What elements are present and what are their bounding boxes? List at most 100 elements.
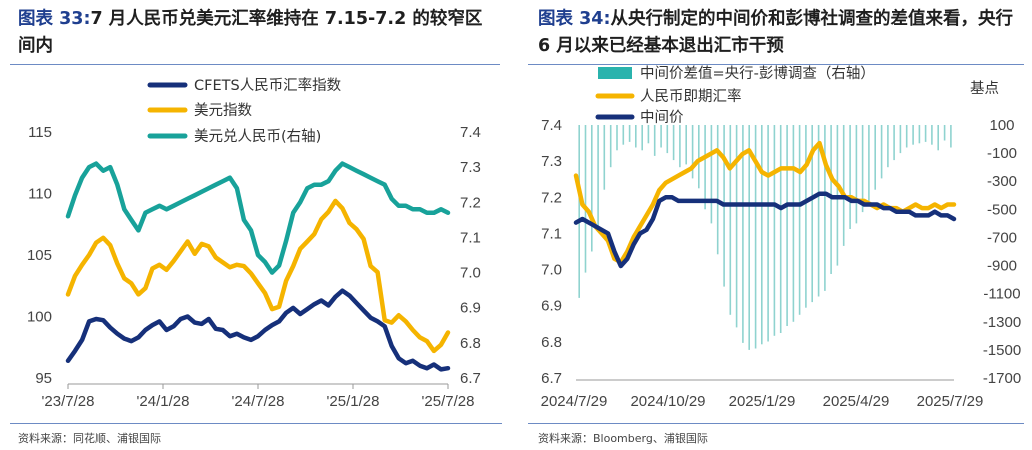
- figure-34-label: 图表 34:: [538, 9, 611, 29]
- legend-swatch-0: [598, 67, 632, 79]
- diff-bar: [830, 125, 832, 274]
- diff-bar: [868, 125, 870, 201]
- x-tick-label: '24/1/28: [137, 393, 190, 410]
- y-left-tick-label: 6.7: [541, 370, 562, 387]
- diff-bar: [767, 125, 769, 342]
- figure-33: 图表 33:7 月人民币兑美元汇率维持在 7.15-7.2 的较窄区间内 95 1…: [0, 0, 506, 450]
- diff-bar: [924, 125, 927, 142]
- y-right-tick-label: 6.8: [460, 335, 481, 352]
- figure-34: 图表 34:从央行制定的中间价和彭博社调查的差值来看，央行 6 月以来已经基本退…: [518, 0, 1032, 450]
- source-divider: [528, 423, 1024, 424]
- diff-bar: [779, 125, 782, 333]
- chart-34: 基点 6.7 6.8 6.9 7.0 7.1 7.2 7.3 7.4 100 -100 -300 -50…: [541, 65, 1022, 410]
- y-right-tick-label: 7.0: [460, 265, 481, 282]
- diff-bar: [805, 125, 807, 308]
- diff-bar: [817, 125, 820, 297]
- diff-bar: [754, 125, 757, 349]
- y-right-tick-label: 7.2: [460, 194, 481, 211]
- diff-bar: [874, 125, 876, 190]
- x-tick-label: '25/1/28: [327, 393, 380, 410]
- diff-bar: [855, 125, 858, 224]
- figure-33-title-text: 7 月人民币兑美元汇率维持在 7.15-7.2 的较窄区间内: [18, 9, 483, 56]
- diff-bar: [861, 125, 864, 213]
- right-axis-unit-label: 基点: [970, 80, 999, 97]
- figure-33-title: 图表 33:7 月人民币兑美元汇率维持在 7.15-7.2 的较窄区间内: [18, 6, 498, 60]
- diff-bar: [679, 125, 681, 168]
- diff-bar: [647, 125, 650, 144]
- diff-bar: [735, 125, 738, 328]
- diff-bar: [628, 125, 631, 142]
- y-right-tick-label: 7.1: [460, 229, 481, 246]
- y-right-tick-label: 100: [989, 117, 1014, 134]
- diff-bar: [842, 125, 845, 246]
- y-right-tick-label: -300: [987, 173, 1017, 190]
- y-right-tick-label: -900: [987, 258, 1017, 275]
- diff-bar: [704, 125, 706, 210]
- y-left-tick-label: 7.3: [541, 153, 562, 170]
- y-left-tick-label: 95: [35, 370, 52, 387]
- series-line-0: [65, 288, 451, 372]
- diff-bar: [950, 125, 952, 148]
- diff-bar: [918, 125, 921, 144]
- y-right-tick-label: 6.7: [460, 370, 481, 387]
- y-left-tick-label: 110: [28, 186, 52, 203]
- y-left-tick-label: 7.0: [541, 262, 562, 279]
- y-right-tick-label: 6.9: [460, 300, 481, 317]
- diff-bar: [742, 125, 744, 343]
- figure-33-label: 图表 33:: [18, 9, 91, 29]
- diff-bar: [641, 125, 643, 151]
- diff-bar: [729, 125, 732, 315]
- y-left-tick-label: 7.4: [541, 117, 562, 134]
- legend-label-2: 中间价: [640, 109, 684, 126]
- series-line-2: [573, 191, 957, 269]
- y-left-tick-label: 105: [27, 247, 52, 264]
- x-tick-label: 2025/1/29: [729, 393, 796, 410]
- diff-bar: [584, 125, 587, 273]
- diff-bar: [672, 125, 675, 161]
- diff-bar: [748, 125, 750, 350]
- figure-33-source: 资料来源：同花顺、浦银国际: [18, 432, 161, 445]
- series-line-1: [65, 198, 451, 354]
- y-right-tick-label: -1300: [983, 314, 1021, 331]
- diff-bar: [716, 125, 719, 255]
- diff-bar: [603, 125, 606, 190]
- diff-bar: [887, 125, 889, 168]
- diff-bar: [931, 125, 933, 145]
- diff-bar: [811, 125, 813, 303]
- legend-label-0: 中间价差值=央行-彭博调查（右轴）: [640, 65, 875, 82]
- diff-bar: [616, 125, 618, 151]
- x-tick-label: '24/7/28: [232, 393, 285, 410]
- chart-33: 95 100 105 110 115 6.7 6.8 6.9 7.0 7.1 7.2 7.3 7.4 '2…: [27, 77, 481, 410]
- diff-bar: [597, 125, 599, 227]
- y-left-tick-label: 115: [28, 124, 52, 141]
- diff-bar: [824, 125, 826, 291]
- y-left-tick-label: 7.1: [541, 225, 562, 242]
- diff-bar: [578, 125, 580, 298]
- diff-bar: [591, 125, 593, 252]
- y-left-tick-label: 6.8: [541, 334, 562, 351]
- legend-label-0: CFETS人民币汇率指数: [194, 77, 342, 94]
- y-right-tick-label: -700: [987, 229, 1017, 246]
- diff-bar: [905, 125, 908, 148]
- diff-bar: [691, 125, 694, 179]
- diff-bar: [609, 125, 612, 168]
- diff-bar: [698, 125, 700, 189]
- diff-bar: [899, 125, 902, 154]
- diff-bar: [635, 125, 637, 148]
- y-right-tick-label: 7.4: [460, 124, 481, 141]
- source-divider: [10, 423, 502, 424]
- legend-label-2: 美元兑人民币(右轴): [194, 128, 321, 145]
- diff-bar: [937, 125, 939, 151]
- x-tick-label: 2024/10/29: [630, 393, 705, 410]
- diff-bar: [893, 125, 895, 161]
- diff-bar: [660, 125, 662, 148]
- diff-bar: [792, 125, 795, 322]
- x-tick-label: 2024/7/29: [541, 393, 608, 410]
- x-tick-label: 2025/4/29: [823, 393, 890, 410]
- x-tick-label: '23/7/28: [42, 393, 95, 410]
- diff-bar: [761, 125, 763, 345]
- title-divider: [10, 64, 500, 65]
- y-right-tick-label: -1500: [983, 342, 1021, 359]
- legend-label-1: 人民币即期汇率: [640, 88, 742, 105]
- x-tick-label: '25/7/28: [422, 393, 475, 410]
